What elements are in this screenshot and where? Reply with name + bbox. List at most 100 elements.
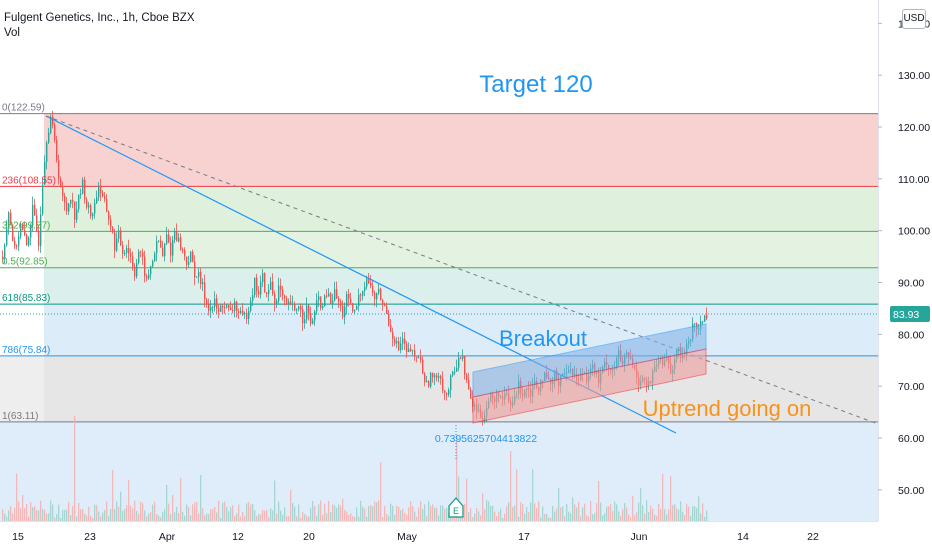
volume-bar [276, 513, 278, 521]
candle-body [28, 237, 30, 246]
volume-bar [24, 508, 26, 521]
volume-bar [120, 491, 122, 521]
volume-bar [438, 515, 440, 521]
volume-bar [550, 517, 552, 521]
price-axis[interactable]: 140.00130.00120.00110.00100.0090.0080.00… [878, 0, 932, 550]
symbol-title: Fulgent Genetics, Inc., 1h, Cboe BZX [4, 12, 195, 24]
volume-bar [310, 507, 312, 521]
candle-body [332, 300, 334, 304]
volume-bar [316, 515, 318, 521]
volume-bar [658, 504, 660, 521]
candle-body [118, 230, 120, 239]
volume-bar [214, 506, 216, 521]
earnings-icon[interactable] [448, 497, 464, 518]
volume-bar [86, 515, 88, 521]
volume-bar [76, 516, 78, 521]
volume-bar [196, 502, 198, 521]
candle-body [266, 292, 268, 295]
time-tick-label: 20 [303, 531, 315, 543]
volume-bar [514, 505, 516, 521]
volume-bar [70, 515, 72, 521]
candle-body [78, 194, 80, 210]
candle-body [166, 234, 168, 244]
candle-body [172, 239, 174, 256]
drawings[interactable]: Target 120 Breakout Uptrend going on 0.7395… [0, 71, 878, 518]
price-tick-label: 90.00 [898, 277, 924, 289]
candle-body [306, 305, 308, 320]
candle-body [20, 223, 22, 237]
candle-body [92, 213, 94, 217]
candle-body [198, 272, 200, 277]
candle-body [186, 256, 188, 265]
volume-bar [580, 516, 582, 521]
candle-body [44, 161, 46, 185]
volume-bar [302, 512, 304, 521]
candle-body [134, 266, 136, 277]
annotation-target[interactable]: Target 120 [479, 71, 592, 98]
volume-bar [186, 504, 188, 521]
candle-body [456, 367, 458, 372]
candle-body [430, 372, 432, 387]
channel-lower[interactable] [472, 348, 707, 424]
volume-bar [504, 513, 506, 521]
volume-bar [500, 508, 502, 521]
candle-body [418, 357, 420, 359]
volume-bar [90, 516, 92, 521]
volume-bar [242, 512, 244, 521]
volume-bar [158, 515, 160, 521]
candle-body [320, 296, 322, 308]
volume-bar [280, 510, 282, 521]
volume-bar [640, 487, 642, 521]
volume-bar [386, 514, 388, 521]
candle-body [202, 282, 204, 285]
volume-bar [392, 505, 394, 521]
volume-bar [314, 506, 316, 521]
volume-bar [400, 510, 402, 521]
volume-bar [510, 451, 512, 521]
candle-body [324, 295, 326, 307]
volume-bar [166, 484, 168, 521]
candle-body [84, 179, 86, 200]
currency-button[interactable]: USD [902, 9, 926, 29]
volume-bar [490, 505, 492, 521]
volume-bar [574, 504, 576, 521]
volume-bar [138, 513, 140, 521]
volume-bar [546, 514, 548, 521]
candle-body [112, 227, 114, 233]
volume-bar [614, 501, 616, 521]
candle-body [72, 199, 74, 202]
candle-body [38, 230, 40, 246]
volume-bar [488, 501, 490, 521]
volume-bar [8, 510, 10, 521]
volume-bar [198, 513, 200, 521]
volume-bar [444, 508, 446, 521]
last-price-tag[interactable] [890, 305, 930, 322]
volume-bar [312, 500, 314, 521]
candle-body [462, 355, 464, 359]
candle-body [68, 203, 70, 212]
annotation-uptrend[interactable]: Uptrend going on [643, 396, 812, 421]
dashed-trend-line[interactable] [45, 115, 878, 425]
candle-body [386, 306, 388, 314]
annotation-breakout[interactable]: Breakout [499, 326, 587, 351]
volume-bar [530, 502, 532, 521]
time-axis[interactable]: 15 23 Apr 12 20 May 17 Jun 14 22 [0, 521, 932, 550]
volume-bar [320, 500, 322, 521]
candle-body [108, 211, 110, 220]
candle-body [120, 230, 122, 246]
candle-body [360, 294, 362, 296]
volume-bar [446, 507, 448, 521]
volume-bar [358, 516, 360, 521]
volume-bar [502, 517, 504, 521]
volume-bar [706, 510, 708, 521]
volume-bar [632, 495, 634, 521]
candle-body [222, 305, 224, 308]
volume-bar [26, 504, 28, 521]
candle-body [192, 251, 194, 262]
candle-body [36, 215, 38, 231]
candle-body [402, 338, 404, 344]
volume-bar [300, 517, 302, 521]
candle-body [242, 310, 244, 315]
volume-bar [702, 503, 704, 521]
